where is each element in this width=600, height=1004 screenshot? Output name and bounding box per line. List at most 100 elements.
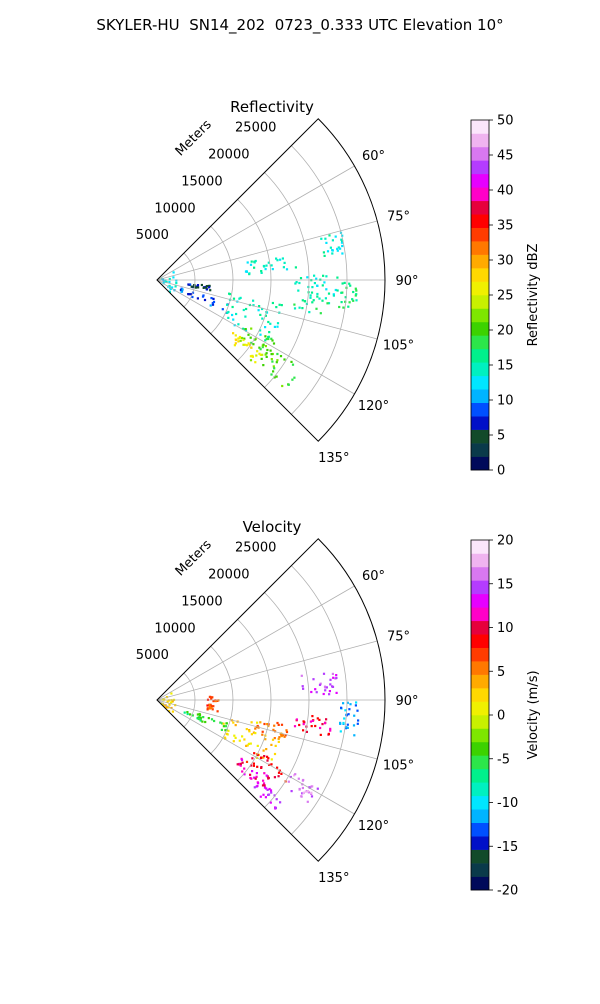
echo-pixel bbox=[344, 300, 347, 303]
echo-pixel bbox=[238, 336, 241, 339]
echo-region bbox=[320, 231, 344, 257]
echo-region bbox=[244, 257, 297, 276]
echo-pixel bbox=[277, 737, 280, 740]
echo-pixel bbox=[264, 268, 267, 271]
echo-pixel bbox=[267, 757, 270, 760]
echo-pixel bbox=[279, 355, 283, 358]
echo-pixel bbox=[237, 323, 240, 326]
echo-pixel bbox=[329, 683, 332, 686]
echo-pixel bbox=[329, 246, 332, 249]
echo-pixel bbox=[209, 289, 212, 292]
angle-tick-label: 135° bbox=[318, 451, 349, 466]
echo-pixel bbox=[265, 355, 268, 358]
echo-pixel bbox=[276, 352, 279, 356]
echo-pixel bbox=[201, 295, 205, 298]
echo-pixel bbox=[216, 710, 219, 713]
panel-reflectivity: Reflectivity60°75°90°105°120°135°5000100… bbox=[136, 98, 541, 479]
echo-pixel bbox=[352, 290, 355, 294]
echo-pixel bbox=[323, 281, 326, 284]
echo-pixel bbox=[259, 333, 262, 336]
echo-pixel bbox=[314, 724, 317, 728]
echo-pixel bbox=[346, 701, 349, 704]
radial-tick-label: 5000 bbox=[136, 648, 169, 663]
echo-pixel bbox=[322, 692, 325, 696]
echo-pixel bbox=[276, 325, 279, 328]
echo-pixel bbox=[270, 758, 273, 761]
echo-pixel bbox=[270, 353, 273, 356]
colorbar-tick-label: 0 bbox=[497, 464, 505, 479]
colorbar-segment bbox=[471, 281, 489, 296]
colorbar-segment bbox=[471, 863, 489, 877]
colorbar-segment bbox=[471, 620, 489, 635]
echo-pixel bbox=[171, 286, 174, 289]
echo-pixel bbox=[298, 306, 301, 309]
echo-pixel bbox=[254, 361, 257, 364]
echo-pixel bbox=[293, 303, 296, 306]
echo-pixel bbox=[278, 303, 281, 306]
echo-pixel bbox=[202, 716, 205, 719]
radial-tick-label: 10000 bbox=[154, 201, 195, 216]
colorbar-tick-label: 50 bbox=[497, 114, 514, 129]
echo-pixel bbox=[255, 354, 258, 357]
echo-pixel bbox=[332, 293, 335, 296]
echo-pixel bbox=[199, 716, 202, 719]
echo-pixel bbox=[245, 728, 248, 731]
echo-pixel bbox=[345, 726, 348, 729]
angle-tick-label: 135° bbox=[318, 871, 349, 886]
echo-pixel bbox=[349, 284, 352, 287]
echo-pixel bbox=[278, 736, 281, 739]
echo-pixel bbox=[247, 742, 250, 745]
echo-region bbox=[294, 274, 339, 297]
echo-pixel bbox=[264, 335, 267, 338]
colorbar-tick-label: -5 bbox=[497, 752, 510, 767]
echo-pixel bbox=[310, 795, 314, 798]
colorbar-tick-label: 0 bbox=[497, 709, 505, 724]
echo-pixel bbox=[190, 285, 193, 288]
grid-spoke bbox=[156, 699, 355, 815]
echo-pixel bbox=[310, 291, 314, 294]
echo-pixel bbox=[269, 789, 273, 792]
echo-pixel bbox=[196, 713, 199, 716]
echo-pixel bbox=[245, 344, 249, 347]
echo-pixel bbox=[231, 305, 234, 309]
echo-pixel bbox=[263, 755, 266, 758]
echo-pixel bbox=[318, 683, 322, 686]
echo-pixel bbox=[236, 763, 239, 766]
echo-pixel bbox=[271, 268, 274, 271]
echo-pixel bbox=[329, 729, 332, 732]
colorbar-segment bbox=[471, 688, 489, 702]
echo-pixel bbox=[261, 307, 264, 311]
echo-pixel bbox=[271, 339, 274, 342]
echo-pixel bbox=[245, 307, 248, 311]
echo-pixel bbox=[339, 247, 342, 250]
echo-pixel bbox=[315, 277, 318, 280]
echo-pixel bbox=[252, 731, 255, 734]
colorbar-segment bbox=[471, 715, 489, 729]
echo-pixel bbox=[295, 281, 298, 284]
echo-pixel bbox=[259, 795, 262, 798]
echo-pixel bbox=[314, 688, 317, 691]
echo-pixel bbox=[319, 312, 322, 315]
echo-pixel bbox=[171, 710, 174, 713]
echo-pixel bbox=[336, 247, 339, 250]
echo-pixel bbox=[198, 712, 201, 716]
echo-pixel bbox=[244, 343, 247, 346]
echo-pixel bbox=[280, 772, 283, 775]
echo-pixel bbox=[328, 234, 331, 237]
echo-pixel bbox=[266, 348, 269, 352]
echo-pixel bbox=[212, 297, 215, 300]
echo-pixel bbox=[267, 793, 270, 796]
colorbar-segment bbox=[471, 443, 489, 457]
radial-tick-label: 25000 bbox=[235, 121, 276, 136]
echo-pixel bbox=[205, 286, 208, 289]
echo-pixel bbox=[267, 337, 270, 341]
colorbar-segment bbox=[471, 647, 489, 662]
echo-pixel bbox=[301, 685, 304, 688]
echo-pixel bbox=[253, 786, 256, 789]
echo-pixel bbox=[263, 722, 266, 726]
echo-pixel bbox=[165, 280, 168, 284]
echo-pixel bbox=[351, 298, 354, 301]
echo-pixel bbox=[261, 784, 265, 787]
echo-pixel bbox=[322, 251, 325, 254]
echo-pixel bbox=[271, 738, 275, 741]
